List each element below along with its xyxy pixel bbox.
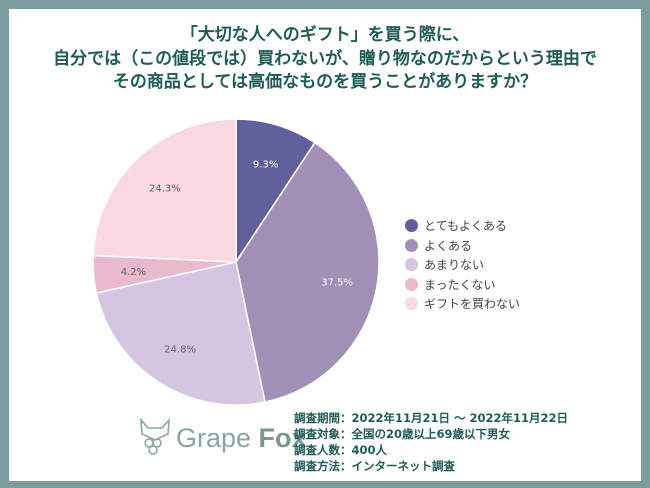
legend-label: まったくない	[424, 277, 496, 292]
title-line: 自分では（この値段では）買わないが、贈り物なのだからという理由で	[53, 48, 597, 69]
legend-item: よくある	[405, 236, 520, 256]
legend-swatch	[405, 277, 418, 291]
fox-grape-icon	[140, 418, 170, 455]
legend-swatch	[405, 219, 418, 233]
logo-text: Grape	[176, 422, 259, 453]
slice-label: 24.3%	[149, 184, 181, 195]
logo-text-bold: Fox	[258, 422, 307, 453]
survey-period: 調査期間：2022年11月21日 ～ 2022年11月22日	[294, 411, 569, 425]
title-line: その商品としては高価なものを買うことがありますか？	[112, 72, 538, 92]
legend-swatch	[405, 258, 418, 272]
legend-label: よくある	[424, 238, 473, 253]
legend: とてもよくある よくあるあまりないまったくないギフトを買わない	[405, 216, 520, 314]
title-line: 「大切な人へのギフト」を買う際に、	[180, 25, 470, 45]
grapefox-logo: Grape Fox	[138, 418, 307, 458]
survey-info: 調査期間：2022年11月21日 ～ 2022年11月22日 調査対象：全国の2…	[294, 410, 568, 474]
legend-label: あまりない	[424, 258, 485, 273]
survey-method: 調査方法：インターネット調査	[294, 459, 455, 473]
survey-count: 調査人数：400人	[294, 443, 388, 457]
slice-label: 37.5%	[321, 277, 353, 288]
pie-slice	[235, 118, 316, 265]
legend-item: まったくない	[405, 275, 520, 295]
legend-swatch	[405, 297, 418, 311]
legend-item: とてもよくある	[405, 216, 520, 236]
pie-slice	[235, 141, 380, 403]
survey-target: 調査対象：全国の20歳以上69歳以下男女	[294, 427, 511, 441]
pie-slice	[95, 261, 266, 406]
legend-label: とてもよくある	[424, 219, 508, 234]
legend-item: あまりない	[405, 255, 520, 275]
slice-label: 24.8%	[164, 344, 196, 355]
slice-label: 9.3%	[253, 159, 278, 170]
pie-slice	[92, 118, 237, 263]
legend-swatch	[405, 238, 418, 252]
slice-label: 4.2%	[121, 267, 146, 278]
legend-item: ギフトを買わない	[405, 294, 520, 314]
chart-title: 「大切な人へのギフト」を買う際に、 自分では（この値段では）買わないが、贈り物な…	[0, 24, 650, 95]
legend-label: ギフトを買わない	[424, 297, 521, 312]
